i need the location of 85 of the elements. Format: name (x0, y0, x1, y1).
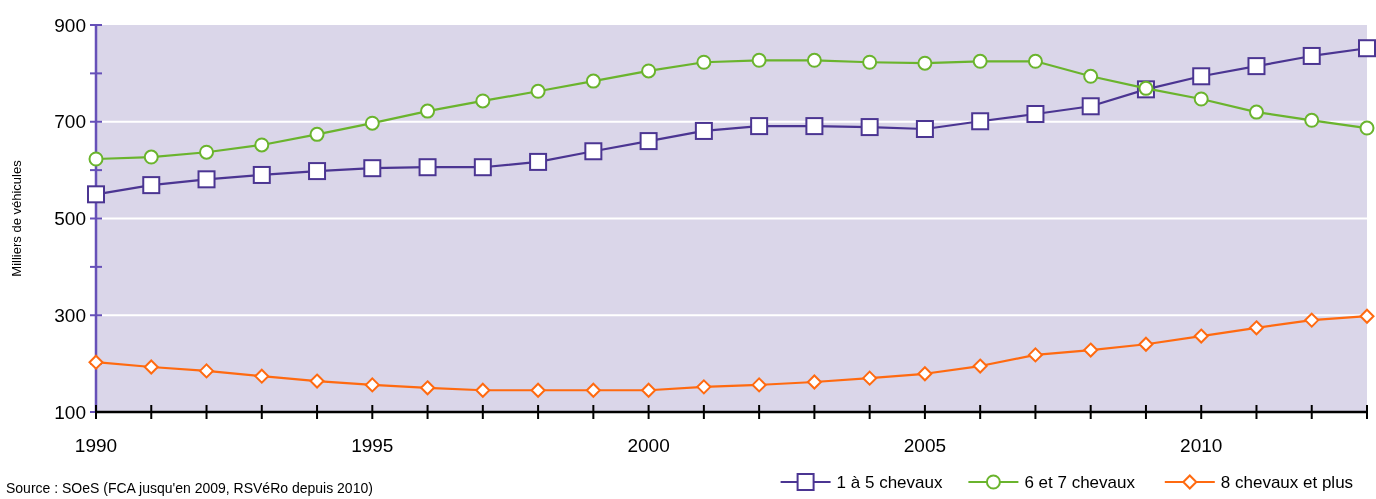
point (1248, 320, 1264, 336)
point (917, 366, 933, 382)
point (88, 354, 104, 370)
point (254, 137, 270, 153)
point (1358, 39, 1376, 58)
x-tick-label: 1995 (351, 435, 394, 456)
point (917, 55, 933, 71)
point (309, 373, 325, 389)
point (309, 126, 325, 142)
point (971, 112, 990, 131)
point (751, 377, 767, 393)
point (1083, 342, 1099, 358)
point (1248, 104, 1264, 120)
point (530, 382, 546, 398)
point (142, 176, 161, 195)
source-note: Source : SOeS (FCA jusqu'en 2009, RSVéRo depuis 2010) (6, 480, 373, 496)
legend-label: 6 et 7 chevaux (1024, 473, 1136, 492)
point (641, 382, 657, 398)
x-tick-label: 2005 (903, 435, 947, 456)
point (862, 370, 878, 386)
point (420, 103, 436, 119)
point (641, 63, 657, 79)
x-tick-label: 2000 (627, 435, 670, 456)
point (199, 144, 215, 160)
point (254, 368, 270, 384)
point (1138, 336, 1154, 352)
point (1359, 308, 1375, 324)
point (805, 117, 824, 136)
point (473, 158, 492, 177)
point (420, 380, 436, 396)
point (364, 115, 380, 131)
point (860, 118, 879, 137)
point (696, 54, 712, 70)
point (197, 170, 216, 189)
point (585, 382, 601, 398)
point (1192, 67, 1211, 86)
y-axis-title: Milliers de véhicules (9, 159, 24, 277)
point (88, 151, 104, 167)
point (308, 162, 327, 181)
point (1193, 91, 1209, 107)
point (806, 52, 822, 68)
point (1193, 328, 1209, 344)
point (1027, 347, 1043, 363)
y-tick-label: 700 (54, 111, 86, 133)
point (862, 54, 878, 70)
point (1247, 57, 1266, 76)
point (750, 117, 769, 136)
point (1304, 312, 1320, 328)
point (806, 374, 822, 390)
x-tick-label: 1990 (74, 435, 118, 456)
point (363, 159, 382, 178)
y-tick-label: 900 (54, 14, 86, 36)
y-tick-label: 100 (54, 401, 86, 423)
point (972, 358, 988, 374)
x-tick-label: 2010 (1180, 435, 1223, 456)
y-tick-label: 500 (54, 208, 86, 230)
point (1302, 46, 1321, 65)
point (252, 165, 271, 184)
point (1081, 97, 1100, 116)
point (1027, 53, 1043, 69)
point (475, 382, 491, 398)
y-tick-label: 300 (54, 304, 86, 326)
point (418, 158, 437, 177)
point (584, 142, 603, 161)
point (585, 73, 601, 89)
point (143, 359, 159, 375)
point (530, 83, 546, 99)
point (199, 363, 215, 379)
point (1026, 105, 1045, 124)
legend-label: 1 à 5 chevaux (836, 473, 943, 492)
legend-label: 8 chevaux et plus (1220, 473, 1354, 492)
point (87, 185, 105, 204)
point (1304, 112, 1320, 128)
point (915, 120, 934, 139)
point (972, 53, 988, 69)
point (1083, 68, 1099, 84)
point (143, 149, 159, 165)
point (639, 132, 658, 151)
point (529, 152, 548, 171)
point (694, 121, 713, 140)
point (364, 377, 380, 393)
point (475, 93, 491, 109)
point (696, 379, 712, 395)
point (751, 52, 767, 68)
point (1359, 120, 1375, 136)
